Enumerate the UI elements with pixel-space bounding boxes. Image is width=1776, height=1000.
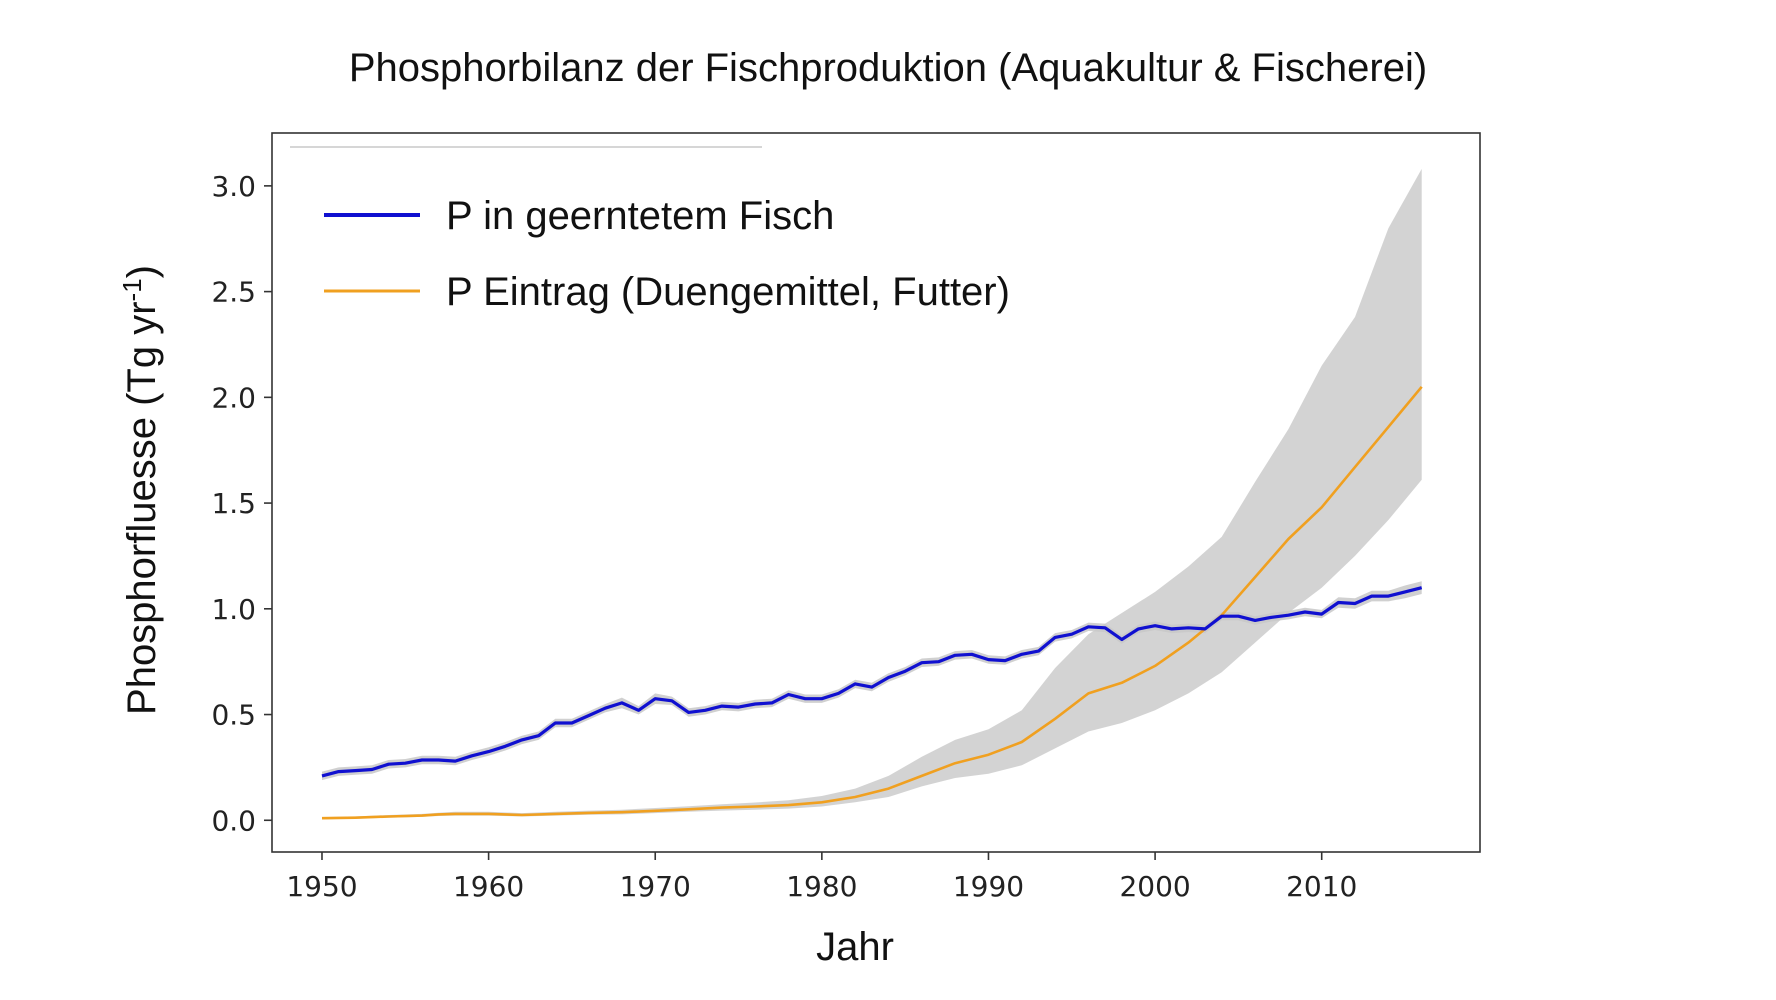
x-tick-label-2010: 2010 <box>1286 870 1357 903</box>
y-axis-label: Phosphorfluesse (Tg yr-1) <box>117 265 164 715</box>
band-eintrag <box>322 168 1422 820</box>
x-tick-label-1980: 1980 <box>786 870 857 903</box>
band-fisch <box>322 581 1422 781</box>
x-axis-label: Jahr <box>816 925 894 969</box>
y-tick-label-1.5: 1.5 <box>211 487 256 520</box>
x-tick-label-1950: 1950 <box>286 870 357 903</box>
plot-frame <box>271 132 1481 853</box>
y-tick-label-2.0: 2.0 <box>211 381 256 414</box>
y-tick-label-2.5: 2.5 <box>211 276 256 309</box>
y-tick-label-3.0: 3.0 <box>211 170 256 203</box>
legend-label-eintrag: P Eintrag (Duengemittel, Futter) <box>446 270 1010 314</box>
y-tick-label-1.0: 1.0 <box>211 593 256 626</box>
x-tick-label-1990: 1990 <box>953 870 1024 903</box>
y-axis-label-main: Phosphorfluesse (Tg yr <box>120 301 164 715</box>
x-tick-label-1970: 1970 <box>620 870 691 903</box>
y-axis: 0.0 0.5 1.0 1.5 2.0 2.5 3.0 <box>211 170 272 837</box>
y-tick-label-0.0: 0.0 <box>211 804 256 837</box>
legend-label-fisch: P in geerntetem Fisch <box>446 194 834 238</box>
y-tick-label-0.5: 0.5 <box>211 699 256 732</box>
series-line-fisch <box>321 586 1423 778</box>
legend: P in geerntetem Fisch P Eintrag (Duengemi… <box>324 194 1010 314</box>
series-lines <box>321 385 1423 820</box>
confidence-bands <box>322 168 1422 820</box>
series-line-eintrag <box>321 385 1423 820</box>
x-tick-label-2000: 2000 <box>1119 870 1190 903</box>
chart-title: Phosphorbilanz der Fischproduktion (Aqua… <box>348 46 1428 90</box>
y-axis-label-close: ) <box>120 265 164 278</box>
x-tick-label-1960: 1960 <box>453 870 524 903</box>
y-axis-label-exponent: -1 <box>117 278 147 301</box>
x-axis: 1950 1960 1970 1980 1990 2000 2010 <box>286 852 1357 903</box>
